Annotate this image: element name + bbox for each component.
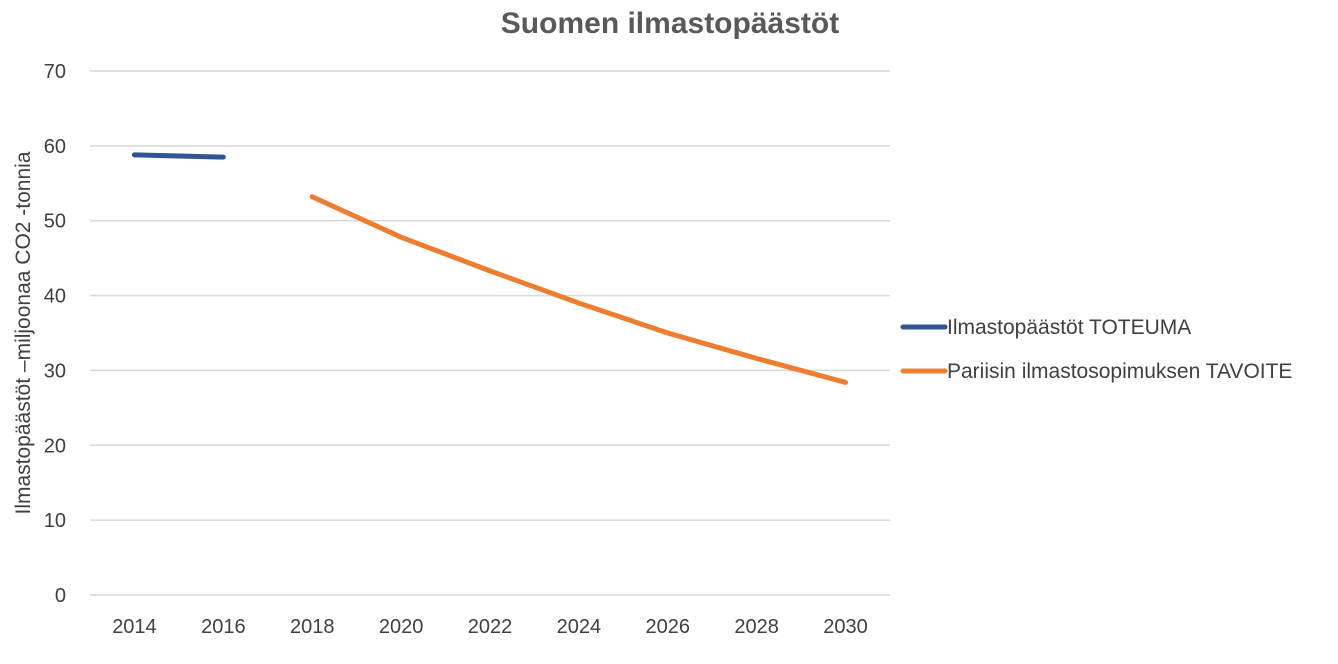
y-tick-label: 40	[44, 286, 66, 308]
series-line-2	[309, 194, 849, 385]
y-tick-label: 70	[44, 61, 66, 83]
y-tick-label: 20	[44, 435, 66, 457]
legend-label: Pariisin ilmastosopimuksen TAVOITE	[947, 360, 1292, 383]
y-tick-label: 50	[44, 211, 66, 233]
y-axis-label: Ilmastopäästöt –miljoonaa CO2 -tonnia	[12, 151, 35, 514]
x-tick-label: 2020	[379, 616, 424, 638]
x-tick-label: 2024	[557, 616, 602, 638]
gridlines	[90, 70, 890, 596]
series-lines	[131, 152, 849, 385]
chart-title: Suomen ilmastopäästöt	[501, 7, 839, 40]
x-tick-label: 2026	[646, 616, 691, 638]
y-tick-label: 0	[55, 585, 66, 607]
x-tick-label: 2030	[823, 616, 868, 638]
x-tick-labels: 2014 2016 2018 2020 2022 2024 2026 2028 2030	[112, 616, 868, 638]
series-line-1	[131, 152, 226, 160]
y-tick-label: 30	[44, 360, 66, 382]
x-tick-label: 2014	[112, 616, 157, 638]
x-tick-label: 2028	[734, 616, 779, 638]
x-tick-label: 2022	[468, 616, 513, 638]
y-tick-labels: 0 10 20 30 40 50 60 70	[44, 61, 66, 607]
legend-label: Ilmastopäästöt TOTEUMA	[947, 316, 1191, 339]
y-tick-label: 10	[44, 510, 66, 532]
y-tick-label: 60	[44, 136, 66, 158]
x-tick-label: 2018	[290, 616, 335, 638]
x-tick-label: 2016	[201, 616, 246, 638]
legend: Ilmastopäästöt TOTEUMA Pariisin ilmastoso…	[900, 316, 1292, 383]
